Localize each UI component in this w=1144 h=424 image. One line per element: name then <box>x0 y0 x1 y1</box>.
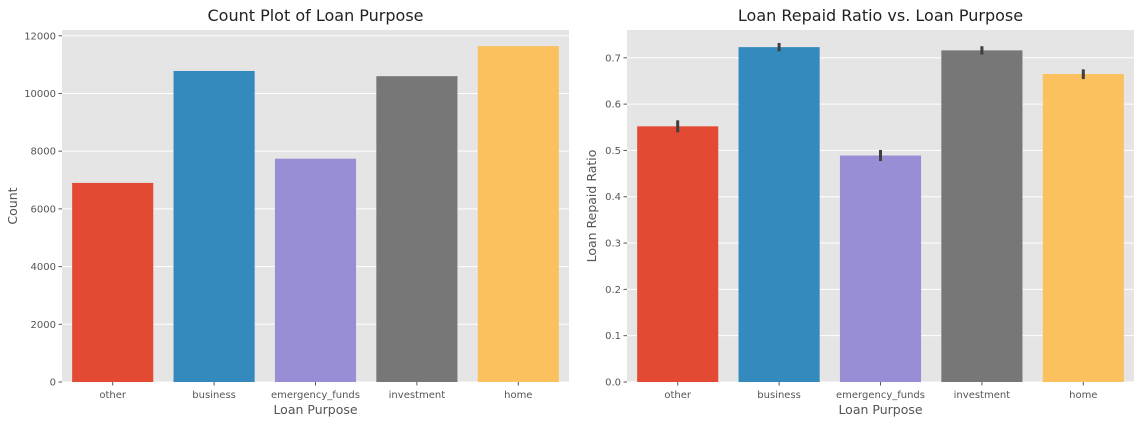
repaid-ratio-xtick-label: home <box>1069 390 1097 401</box>
count-plot-bars <box>72 46 559 382</box>
count-plot-xlabel: Loan Purpose <box>273 402 357 417</box>
count-plot-title: Count Plot of Loan Purpose <box>207 6 423 25</box>
count-plot-yticks: 0 2000 4000 6000 8000 10000 12000 <box>24 31 62 389</box>
repaid-ratio-ytick-label: 0.1 <box>605 331 621 342</box>
repaid-ratio-ytick-label: 0.3 <box>605 239 621 250</box>
repaid-ratio-errorbars <box>676 42 1085 162</box>
repaid-ratio-ytick-label: 0.5 <box>605 146 621 157</box>
repaid-ratio-yticks: 0.0 0.1 0.2 0.3 0.4 0.5 0.6 0.7 <box>605 53 627 389</box>
repaid-ratio-ytick-label: 0.6 <box>605 100 621 111</box>
repaid-ratio-bar-other <box>637 126 719 382</box>
count-plot-ytick-label: 10000 <box>24 89 56 100</box>
repaid-ratio-xtick-label: business <box>757 390 801 401</box>
repaid-ratio-ytick-label: 0.0 <box>605 378 621 389</box>
count-plot-ytick-label: 2000 <box>31 320 56 331</box>
count-plot-bar-other <box>72 182 154 382</box>
count-plot-xtick-label: home <box>504 390 532 401</box>
repaid-ratio-bar-home <box>1042 74 1124 382</box>
repaid-ratio-xticks: other business emergency_funds investment ho… <box>664 382 1097 401</box>
repaid-ratio-ytick-label: 0.7 <box>605 53 621 64</box>
count-plot-ytick-label: 4000 <box>31 262 56 273</box>
count-plot-panel: 0 2000 4000 6000 8000 10000 12000 other busines… <box>5 6 569 417</box>
repaid-ratio-bars <box>637 47 1124 383</box>
count-plot-xtick-label: investment <box>389 390 446 401</box>
repaid-ratio-xtick-label: other <box>664 390 692 401</box>
count-plot-bar-investment <box>376 76 458 382</box>
count-plot-ylabel: Count <box>5 187 20 224</box>
count-plot-ytick-label: 8000 <box>31 147 56 158</box>
repaid-ratio-ytick-label: 0.2 <box>605 285 621 296</box>
count-plot-ytick-label: 6000 <box>31 204 56 215</box>
count-plot-ytick-label: 0 <box>50 378 56 389</box>
repaid-ratio-ylabel: Loan Repaid Ratio <box>584 150 599 263</box>
count-plot-xtick-label: other <box>99 390 127 401</box>
repaid-ratio-panel: 0.0 0.1 0.2 0.3 0.4 0.5 0.6 0.7 other business em… <box>584 6 1134 417</box>
count-plot-ytick-label: 12000 <box>24 31 56 42</box>
count-plot-bar-business <box>173 70 255 382</box>
count-plot-bar-emergency-funds <box>274 158 357 382</box>
repaid-ratio-xtick-label: emergency_funds <box>836 390 925 401</box>
repaid-ratio-title: Loan Repaid Ratio vs. Loan Purpose <box>738 6 1023 25</box>
repaid-ratio-xtick-label: investment <box>954 390 1011 401</box>
count-plot-bar-home <box>477 46 559 382</box>
repaid-ratio-bar-investment <box>941 50 1023 383</box>
repaid-ratio-bar-business <box>738 47 820 382</box>
count-plot-xtick-label: business <box>192 390 236 401</box>
count-plot-xticks: other business emergency_funds investment ho… <box>99 382 532 401</box>
repaid-ratio-bar-emergency-funds <box>839 155 922 382</box>
repaid-ratio-xlabel: Loan Purpose <box>838 402 922 417</box>
repaid-ratio-ytick-label: 0.4 <box>605 192 621 203</box>
count-plot-xtick-label: emergency_funds <box>271 390 360 401</box>
